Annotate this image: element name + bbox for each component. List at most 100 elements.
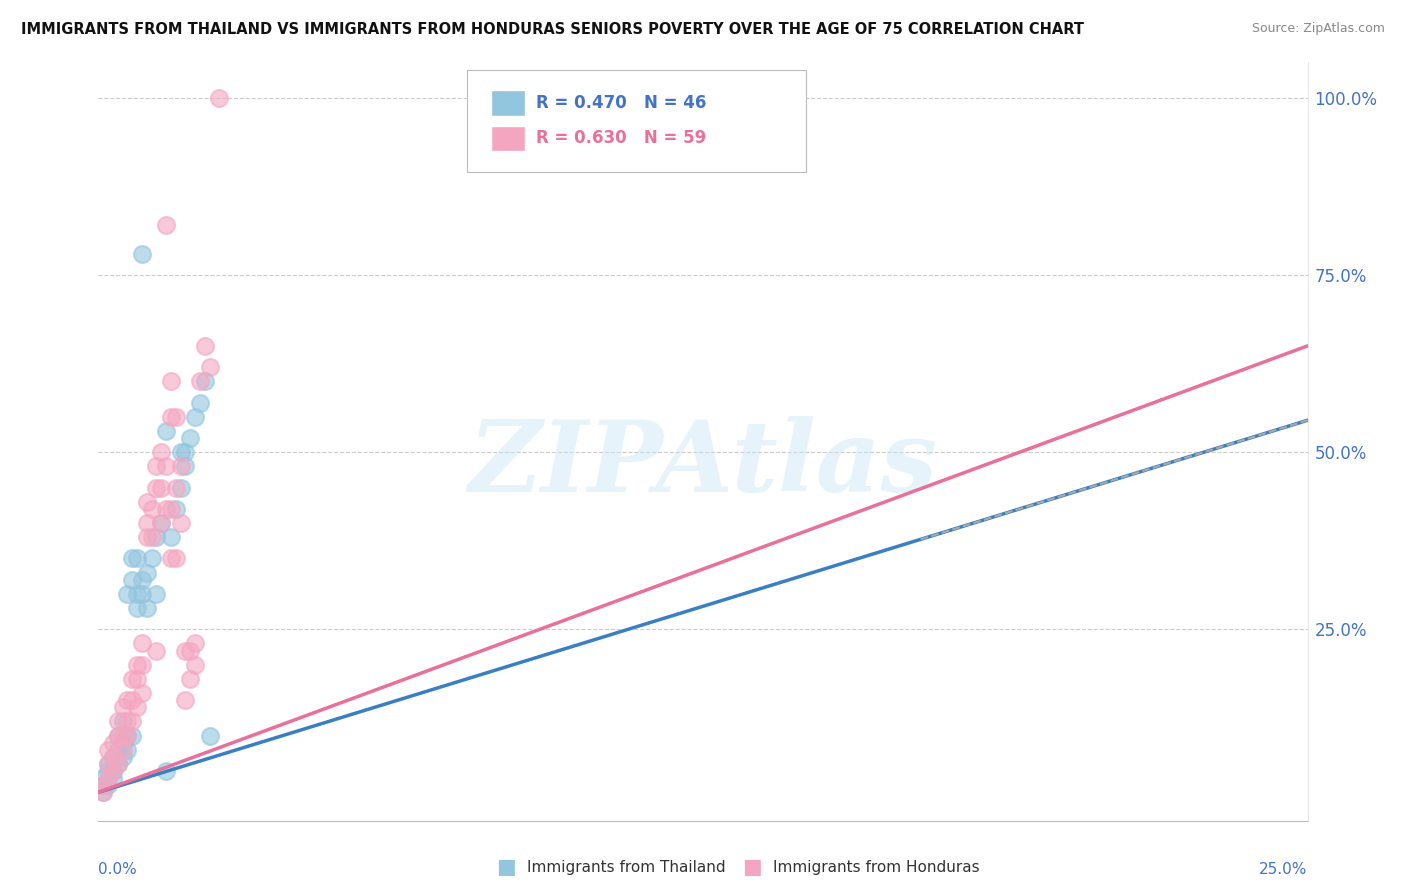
Text: IMMIGRANTS FROM THAILAND VS IMMIGRANTS FROM HONDURAS SENIORS POVERTY OVER THE AG: IMMIGRANTS FROM THAILAND VS IMMIGRANTS F…	[21, 22, 1084, 37]
Point	[150, 516, 173, 530]
Point	[97, 778, 120, 792]
Point	[127, 601, 149, 615]
Point	[184, 409, 207, 424]
Point	[121, 672, 143, 686]
Point	[91, 785, 114, 799]
Point	[111, 743, 134, 757]
Point	[160, 530, 183, 544]
Point	[91, 785, 114, 799]
Point	[165, 409, 187, 424]
Point	[160, 374, 183, 388]
Point	[174, 459, 197, 474]
Text: ■: ■	[742, 857, 762, 877]
Point	[131, 636, 153, 650]
Point	[145, 481, 167, 495]
Point	[127, 587, 149, 601]
Point	[107, 714, 129, 729]
Point	[141, 530, 163, 544]
Text: Source: ZipAtlas.com: Source: ZipAtlas.com	[1251, 22, 1385, 36]
Point	[107, 756, 129, 771]
Point	[101, 750, 124, 764]
Point	[150, 481, 173, 495]
Point	[141, 501, 163, 516]
Point	[145, 459, 167, 474]
Point	[101, 750, 124, 764]
Point	[117, 729, 139, 743]
Point	[111, 750, 134, 764]
Point	[111, 700, 134, 714]
Point	[101, 771, 124, 785]
Point	[117, 587, 139, 601]
Point	[127, 657, 149, 672]
Point	[179, 672, 201, 686]
FancyBboxPatch shape	[467, 70, 806, 172]
Text: Immigrants from Honduras: Immigrants from Honduras	[773, 860, 980, 874]
Point	[194, 374, 217, 388]
Text: R = 0.630   N = 59: R = 0.630 N = 59	[536, 129, 706, 147]
Point	[101, 736, 124, 750]
Point	[188, 374, 211, 388]
Point	[121, 729, 143, 743]
Text: 25.0%: 25.0%	[1260, 863, 1308, 878]
Point	[184, 636, 207, 650]
Text: 0.0%: 0.0%	[98, 863, 138, 878]
Point	[121, 573, 143, 587]
Text: R = 0.470   N = 46: R = 0.470 N = 46	[536, 94, 706, 112]
Point	[169, 516, 191, 530]
Point	[150, 445, 173, 459]
Point	[174, 693, 197, 707]
Point	[155, 459, 177, 474]
Point	[131, 657, 153, 672]
Point	[127, 551, 149, 566]
Point	[179, 431, 201, 445]
Point	[150, 516, 173, 530]
Text: ■: ■	[496, 857, 516, 877]
Point	[101, 764, 124, 778]
Point	[135, 566, 157, 580]
Point	[117, 743, 139, 757]
Point	[135, 530, 157, 544]
Point	[131, 573, 153, 587]
Point	[198, 360, 221, 375]
Point	[131, 587, 153, 601]
Point	[97, 771, 120, 785]
Point	[91, 771, 114, 785]
Point	[194, 339, 217, 353]
Point	[121, 551, 143, 566]
Point	[160, 551, 183, 566]
Point	[97, 756, 120, 771]
Point	[165, 551, 187, 566]
Point	[165, 481, 187, 495]
Point	[145, 530, 167, 544]
Point	[127, 672, 149, 686]
Point	[135, 516, 157, 530]
Point	[208, 91, 231, 105]
Point	[169, 481, 191, 495]
Point	[165, 501, 187, 516]
FancyBboxPatch shape	[492, 90, 526, 116]
Point	[117, 693, 139, 707]
Point	[145, 643, 167, 657]
Point	[131, 246, 153, 260]
Point	[97, 756, 120, 771]
Point	[174, 643, 197, 657]
Point	[127, 700, 149, 714]
Point	[179, 643, 201, 657]
Point	[117, 729, 139, 743]
Point	[91, 778, 114, 792]
Point	[169, 445, 191, 459]
Point	[155, 764, 177, 778]
Point	[174, 445, 197, 459]
Point	[117, 714, 139, 729]
Text: ZIPAtlas: ZIPAtlas	[468, 416, 938, 513]
Point	[107, 743, 129, 757]
Point	[160, 409, 183, 424]
Point	[111, 736, 134, 750]
Point	[160, 501, 183, 516]
Point	[155, 501, 177, 516]
Point	[188, 395, 211, 409]
Point	[121, 693, 143, 707]
Point	[198, 729, 221, 743]
Point	[97, 743, 120, 757]
Point	[145, 587, 167, 601]
